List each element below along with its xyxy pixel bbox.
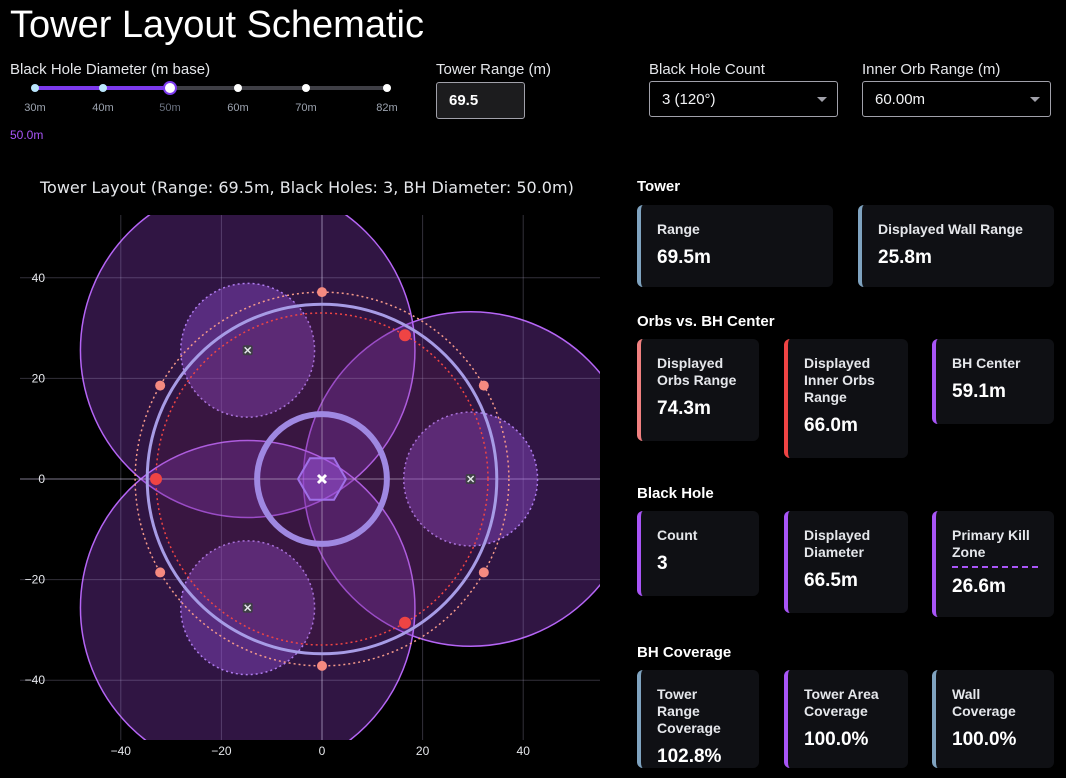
- orb-marker: [317, 287, 327, 298]
- slider-tick-label: 30m: [24, 102, 46, 114]
- black-hole-circle: [79, 439, 416, 740]
- x-tick-label: −40: [111, 744, 132, 758]
- tower-range-circle: [145, 302, 499, 656]
- card-label: BH Center: [952, 355, 1021, 371]
- card-label: Displayed Inner Orbs Range: [804, 355, 875, 405]
- kill-zone-card: Primary Kill Zone 26.6m: [932, 511, 1054, 617]
- card-label: Wall Coverage: [952, 686, 1016, 719]
- x-tick-label: 20: [416, 744, 430, 758]
- slider-tick-label: 82m: [376, 102, 398, 114]
- range-coverage-card: Tower Range Coverage 102.8%: [637, 670, 759, 768]
- card-label: Displayed Wall Range: [878, 221, 1023, 237]
- black-hole-circle: [79, 215, 416, 519]
- inner-orbs-range-card: Displayed Inner Orbs Range 66.0m: [784, 339, 908, 458]
- card-value: 66.0m: [804, 415, 858, 436]
- orb-marker: [478, 567, 489, 578]
- tower-heading: Tower: [637, 178, 681, 195]
- kill-zone-legend-line: [952, 566, 1038, 568]
- orb-marker: [317, 660, 327, 671]
- slider-tick-label: 40m: [92, 102, 114, 114]
- diameter-card: Displayed Diameter 66.5m: [784, 511, 908, 613]
- black-hole-heading: Black Hole: [637, 485, 714, 502]
- card-value: 26.6m: [952, 576, 1006, 597]
- tower-range-input[interactable]: 69.5: [436, 82, 525, 119]
- orb-marker: [155, 567, 166, 578]
- y-tick-label: −20: [25, 573, 46, 587]
- slider-tick-label: 50m: [159, 102, 181, 114]
- card-label: Displayed Orbs Range: [657, 355, 737, 388]
- card-label: Tower Range Coverage: [657, 686, 721, 736]
- card-label: Count: [657, 527, 698, 543]
- card-value: 102.8%: [657, 746, 722, 767]
- y-tick-label: 40: [32, 271, 46, 285]
- x-tick-label: 0: [319, 744, 326, 758]
- x-tick-label: −20: [211, 744, 232, 758]
- wall-coverage-card: Wall Coverage 100.0%: [932, 670, 1054, 768]
- bh-diameter-label: Black Hole Diameter (m base): [10, 61, 211, 78]
- orb-marker: [155, 380, 166, 391]
- card-value: 100.0%: [804, 729, 869, 750]
- page-title: Tower Layout Schematic: [10, 4, 424, 46]
- inner-orb-marker: [150, 473, 163, 485]
- slider-track[interactable]: [35, 86, 387, 90]
- card-value: 100.0%: [952, 729, 1017, 750]
- card-value: 66.5m: [804, 570, 858, 591]
- bh-center-x-icon: [244, 346, 252, 354]
- area-coverage-card: Tower Area Coverage 100.0%: [784, 670, 908, 768]
- card-value: 59.1m: [952, 381, 1006, 402]
- inner-orb-marker: [398, 329, 411, 342]
- slider-stop: [383, 84, 391, 92]
- card-label: Range: [657, 221, 700, 237]
- card-value: 74.3m: [657, 398, 711, 419]
- card-value: 3: [657, 553, 668, 574]
- slider-stop: [99, 84, 107, 92]
- tower-range-label: Tower Range (m): [436, 61, 552, 78]
- slider-stop[interactable]: [163, 81, 177, 95]
- count-card: Count 3: [637, 511, 759, 596]
- range-card: Range 69.5m: [637, 205, 833, 287]
- wall-range-circle: [254, 411, 390, 547]
- card-label: Displayed Diameter: [804, 527, 871, 560]
- bh-diameter-value: 50.0m: [10, 128, 44, 142]
- bh-center-x-icon: [467, 475, 475, 483]
- inner-orb-range-value: 60.00m: [875, 91, 926, 108]
- orbs-heading: Orbs vs. BH Center: [637, 313, 775, 330]
- x-tick-label: 40: [517, 744, 531, 758]
- coverage-heading: BH Coverage: [637, 644, 732, 661]
- y-tick-label: 0: [38, 472, 45, 486]
- y-tick-label: 20: [32, 371, 46, 385]
- card-label: Primary Kill Zone: [952, 527, 1030, 560]
- tower-center-x-icon: [316, 473, 328, 485]
- bh-count-label: Black Hole Count: [649, 61, 765, 78]
- bh-count-value: 3 (120°): [662, 91, 716, 108]
- tower-layout-chart: Tower Layout (Range: 69.5m, Black Holes:…: [20, 178, 600, 758]
- bh-center-x-icon: [244, 604, 252, 612]
- chevron-down-icon: [817, 97, 827, 102]
- slider-stop: [234, 84, 242, 92]
- card-value: 69.5m: [657, 247, 711, 268]
- slider-tick-label: 60m: [227, 102, 249, 114]
- chart-title: Tower Layout (Range: 69.5m, Black Holes:…: [39, 178, 574, 197]
- bh-center-card: BH Center 59.1m: [932, 339, 1054, 424]
- black-hole-circle: [302, 311, 600, 647]
- slider-stop: [302, 84, 310, 92]
- bh-count-select[interactable]: 3 (120°): [649, 81, 838, 117]
- inner-orb-range-select[interactable]: 60.00m: [862, 81, 1051, 117]
- card-value: 25.8m: [878, 247, 932, 268]
- inner-orb-range-label: Inner Orb Range (m): [862, 61, 1001, 78]
- y-tick-label: −40: [25, 673, 46, 687]
- slider-stop: [31, 84, 39, 92]
- chevron-down-icon: [1030, 97, 1040, 102]
- orbs-range-card: Displayed Orbs Range 74.3m: [637, 339, 759, 441]
- orb-marker: [478, 380, 489, 391]
- slider-tick-label: 70m: [295, 102, 317, 114]
- card-label: Tower Area Coverage: [804, 686, 879, 719]
- wall-range-card: Displayed Wall Range 25.8m: [858, 205, 1054, 287]
- inner-orb-marker: [398, 616, 411, 629]
